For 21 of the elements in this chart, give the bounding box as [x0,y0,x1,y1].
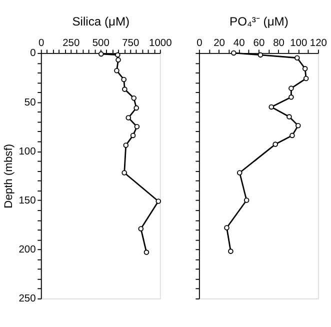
x-tick-label: 80 [273,38,285,49]
x-tick-label: 100 [290,38,308,49]
y-axis-title: Depth (mbsf) [3,144,16,208]
y-tick-label: 0 [30,48,36,60]
x-tick-label: 120 [310,38,328,49]
y-tick-label: 50 [24,97,36,108]
x-tick-label: 750 [122,38,140,49]
x-tick-label: 1000 [149,38,172,49]
x-axis-title: PO₄³⁻ (μM) [230,14,288,29]
x-tick-label: 500 [92,38,110,49]
x-tick-label: 40 [233,38,246,49]
y-tick-label: 150 [18,196,36,206]
x-tick-label: 20 [214,38,226,49]
x-tick-label: 0 [38,38,45,49]
x-axis-title: Silica (μM) [72,14,130,29]
y-tick-label: 200 [18,244,36,256]
x-tick-label: 60 [253,38,265,49]
y-tick-label: 100 [18,146,36,158]
x-tick-label: 0 [196,38,203,49]
x-tick-label: 250 [62,38,80,49]
y-tick-label: 250 [18,294,36,305]
